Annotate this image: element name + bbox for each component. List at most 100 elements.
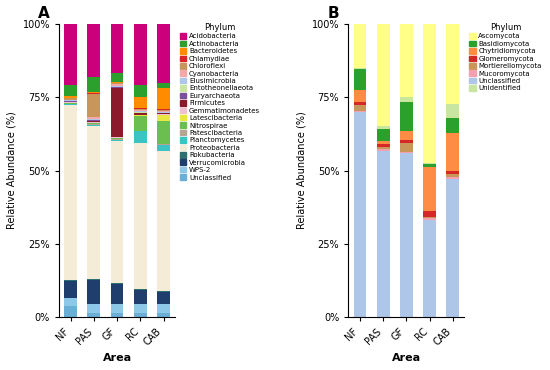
Bar [354, 70, 366, 90]
Bar [64, 105, 77, 280]
Bar [423, 217, 436, 218]
Bar [400, 24, 412, 97]
Bar [87, 125, 100, 126]
Bar [157, 145, 170, 151]
Bar [111, 313, 123, 317]
Bar [157, 292, 170, 304]
Bar [134, 24, 147, 85]
Bar [64, 24, 77, 85]
Bar [447, 177, 459, 179]
Bar [447, 118, 459, 133]
Bar [157, 144, 170, 145]
Bar [111, 84, 123, 86]
Bar [134, 109, 147, 110]
Bar [64, 103, 77, 104]
Bar [111, 86, 123, 87]
Bar [111, 284, 123, 304]
Bar [157, 88, 170, 109]
Bar [87, 94, 100, 117]
Bar [87, 313, 100, 317]
Bar [354, 90, 366, 102]
Bar [157, 115, 170, 121]
Bar [134, 115, 147, 116]
X-axis label: Area: Area [392, 353, 421, 363]
Bar [111, 137, 123, 138]
Bar [157, 121, 170, 144]
Bar [134, 97, 147, 108]
Bar [111, 283, 123, 284]
Bar [447, 24, 459, 104]
Bar [111, 138, 123, 139]
Bar [87, 117, 100, 119]
Bar [64, 98, 77, 100]
Bar [64, 100, 77, 101]
Bar [354, 102, 366, 105]
Bar [423, 220, 436, 317]
Bar [157, 111, 170, 112]
Bar [377, 147, 389, 149]
X-axis label: Area: Area [102, 353, 131, 363]
Bar [157, 304, 170, 313]
Bar [447, 174, 459, 177]
Bar [157, 151, 170, 292]
Bar [87, 280, 100, 304]
Bar [134, 131, 147, 143]
Bar [87, 24, 100, 77]
Bar [423, 164, 436, 167]
Bar [87, 119, 100, 120]
Bar [134, 143, 147, 289]
Bar [157, 313, 170, 317]
Bar [64, 280, 77, 281]
Bar [64, 298, 77, 306]
Bar [87, 121, 100, 122]
Bar [111, 140, 123, 141]
Bar [423, 162, 436, 164]
Bar [134, 112, 147, 113]
Bar [377, 24, 389, 126]
Bar [64, 85, 77, 96]
Bar [111, 88, 123, 137]
Bar [134, 116, 147, 131]
Bar [354, 112, 366, 317]
Bar [134, 111, 147, 112]
Bar [157, 83, 170, 88]
Bar [134, 289, 147, 304]
Bar [87, 124, 100, 125]
Bar [111, 73, 123, 82]
Bar [64, 104, 77, 105]
Bar [87, 279, 100, 280]
Bar [447, 133, 459, 171]
Bar [400, 143, 412, 152]
Bar [64, 96, 77, 98]
Bar [64, 101, 77, 102]
Bar [377, 151, 389, 317]
Bar [423, 211, 436, 217]
Bar [400, 152, 412, 153]
Bar [111, 304, 123, 313]
Bar [87, 77, 100, 92]
Bar [377, 141, 389, 144]
Bar [64, 306, 77, 317]
Bar [354, 105, 366, 111]
Bar [157, 113, 170, 114]
Bar [377, 126, 389, 129]
Text: B: B [327, 6, 339, 21]
Bar [134, 113, 147, 115]
Bar [87, 93, 100, 94]
Bar [400, 140, 412, 143]
Bar [447, 104, 459, 118]
Bar [447, 171, 459, 174]
Bar [87, 92, 100, 93]
Bar [87, 126, 100, 279]
Bar [157, 112, 170, 113]
Bar [354, 24, 366, 68]
Bar [157, 109, 170, 110]
Bar [87, 304, 100, 313]
Text: A: A [38, 6, 50, 21]
Y-axis label: Relative Abundance (%): Relative Abundance (%) [296, 112, 306, 229]
Bar [447, 179, 459, 317]
Bar [400, 131, 412, 140]
Bar [377, 149, 389, 151]
Bar [354, 111, 366, 112]
Bar [111, 139, 123, 140]
